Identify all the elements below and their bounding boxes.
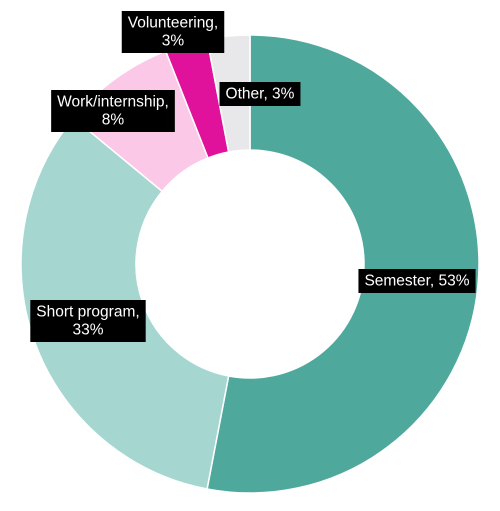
slice-semester bbox=[206, 34, 480, 494]
label-box bbox=[219, 82, 301, 106]
label-short-program: Short program,33% bbox=[30, 300, 146, 342]
label-box bbox=[121, 11, 225, 53]
label-text: 33% bbox=[72, 322, 103, 339]
label-box bbox=[358, 269, 476, 293]
label-box bbox=[30, 300, 146, 342]
label-text: Volunteering, bbox=[128, 15, 219, 32]
label-text: Short program, bbox=[36, 304, 139, 321]
label-box bbox=[51, 90, 175, 132]
label-text: Work/internship, bbox=[57, 94, 169, 111]
label-semester: Semester, 53% bbox=[358, 269, 476, 293]
labels-group: Semester, 53% Short program,33% Work/inter… bbox=[30, 11, 476, 342]
label-other: Other, 3% bbox=[219, 82, 301, 106]
label-text: 8% bbox=[102, 112, 125, 129]
label-text: Semester, 53% bbox=[364, 273, 469, 290]
label-work-internship: Work/internship,8% bbox=[51, 90, 175, 132]
label-text: Other, 3% bbox=[226, 86, 295, 103]
label-volunteering: Volunteering,3% bbox=[121, 11, 225, 53]
label-text: 3% bbox=[162, 33, 185, 50]
